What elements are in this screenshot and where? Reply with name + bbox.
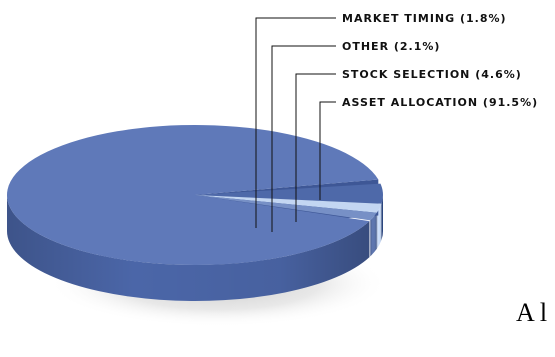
slice-label-asset-allocation: ASSET ALLOCATION (91.5%): [342, 96, 538, 109]
pie-slice-other: [195, 195, 382, 213]
pie-side-shading: [7, 195, 370, 301]
slice-label-other: OTHER (2.1%): [342, 40, 440, 53]
pie-slice-stock-selection: [195, 183, 383, 204]
pie-top: [7, 124, 383, 265]
slice-label-stock-selection: STOCK SELECTION (4.6%): [342, 68, 522, 81]
pie-side-shading: [381, 195, 383, 240]
footer-text-fragment: A l: [516, 298, 548, 327]
pie-slice-market-timing: [195, 195, 377, 221]
pie-side-shading: [370, 212, 377, 257]
leader-line-stock-selection: [295, 73, 336, 222]
pie-slice-asset-allocation: [7, 124, 379, 265]
leader-line-market-timing: [255, 17, 336, 228]
leader-line-other: [271, 45, 336, 232]
leader-lines: MARKET TIMING (1.8%) OTHER (2.1%) STOCK SE…: [255, 12, 538, 232]
slice-label-market-timing: MARKET TIMING (1.8%): [342, 12, 507, 25]
leader-line-asset-allocation: [319, 101, 336, 200]
